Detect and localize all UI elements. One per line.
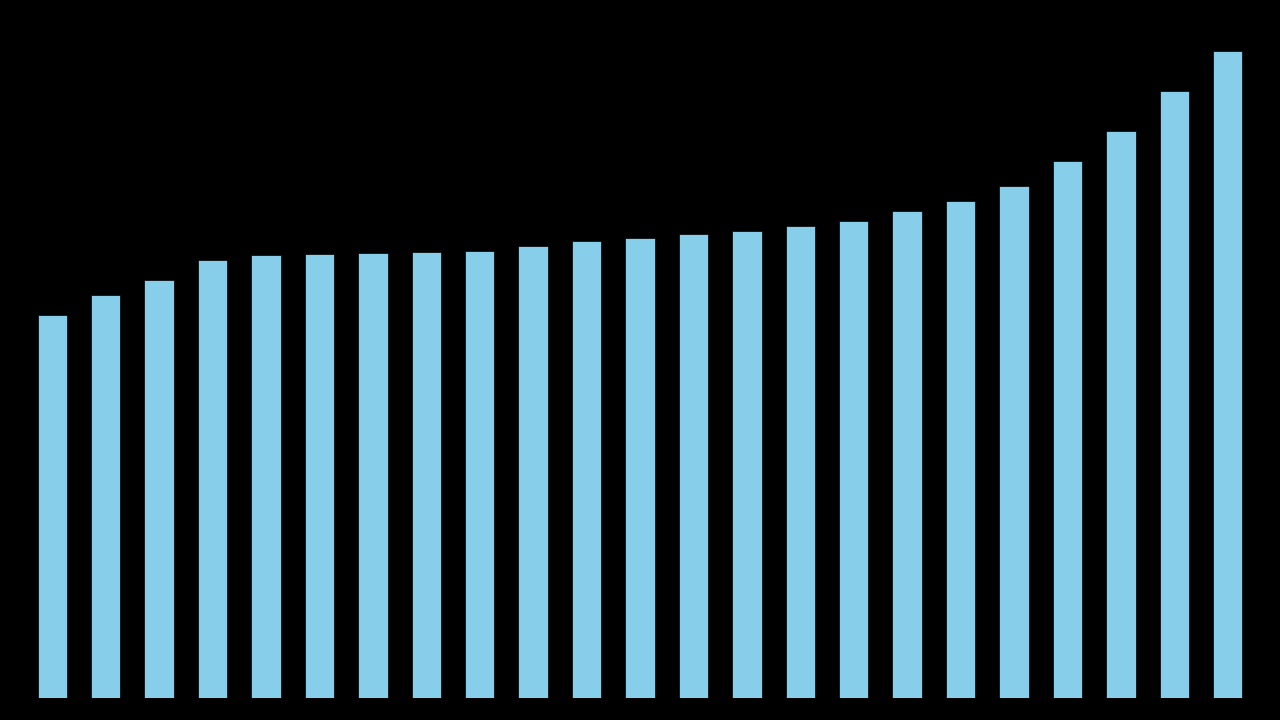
- Bar: [198, 261, 228, 698]
- Bar: [786, 225, 815, 698]
- Bar: [732, 230, 762, 698]
- Bar: [1000, 186, 1029, 698]
- Bar: [518, 246, 548, 698]
- Bar: [946, 201, 975, 698]
- Bar: [358, 253, 388, 698]
- Bar: [1052, 161, 1082, 698]
- Bar: [145, 280, 174, 698]
- Bar: [1106, 131, 1135, 698]
- Bar: [1160, 91, 1189, 698]
- Bar: [838, 220, 868, 698]
- Bar: [1213, 51, 1243, 698]
- Bar: [465, 251, 494, 698]
- Bar: [305, 253, 334, 698]
- Bar: [892, 211, 922, 698]
- Bar: [678, 233, 708, 698]
- Bar: [91, 295, 120, 698]
- Bar: [626, 238, 654, 698]
- Bar: [37, 315, 67, 698]
- Bar: [412, 251, 442, 698]
- Bar: [572, 240, 602, 698]
- Bar: [251, 256, 280, 698]
